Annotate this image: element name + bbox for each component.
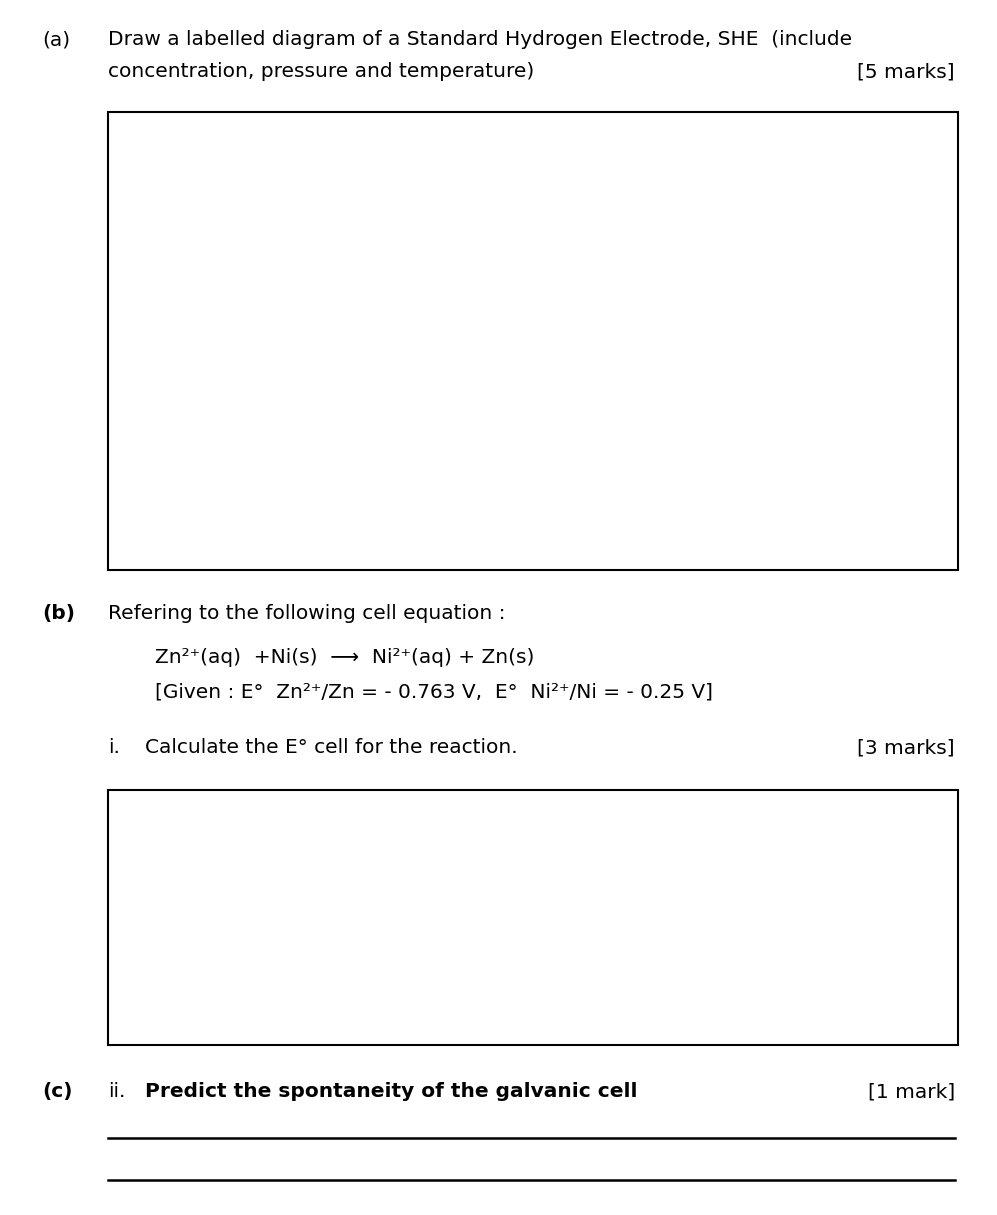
Text: Predict the spontaneity of the galvanic cell: Predict the spontaneity of the galvanic … [145, 1083, 637, 1101]
Text: [5 marks]: [5 marks] [857, 62, 955, 81]
Bar [108, 790, 958, 1045]
Text: (c): (c) [42, 1083, 73, 1101]
Text: Refering to the following cell equation :: Refering to the following cell equation … [108, 604, 505, 623]
Text: [Given : E°  Zn²⁺/Zn = - 0.763 V,  E°  Ni²⁺/Ni = - 0.25 V]: [Given : E° Zn²⁺/Zn = - 0.763 V, E° Ni²⁺… [155, 682, 713, 701]
Text: [3 marks]: [3 marks] [857, 738, 955, 757]
Text: concentration, pressure and temperature): concentration, pressure and temperature) [108, 62, 534, 81]
Text: Zn²⁺(aq)  +Ni(s)  ⟶  Ni²⁺(aq) + Zn(s): Zn²⁺(aq) +Ni(s) ⟶ Ni²⁺(aq) + Zn(s) [155, 648, 534, 667]
Text: [1 mark]: [1 mark] [867, 1083, 955, 1101]
Text: Draw a labelled diagram of a Standard Hydrogen Electrode, SHE  (include: Draw a labelled diagram of a Standard Hy… [108, 30, 852, 49]
Bar [108, 112, 958, 570]
Text: ii.: ii. [108, 1083, 126, 1101]
Text: (a): (a) [42, 30, 70, 49]
Text: (b): (b) [42, 604, 75, 623]
Text: Calculate the E° cell for the reaction.: Calculate the E° cell for the reaction. [145, 738, 517, 757]
Text: i.: i. [108, 738, 120, 757]
